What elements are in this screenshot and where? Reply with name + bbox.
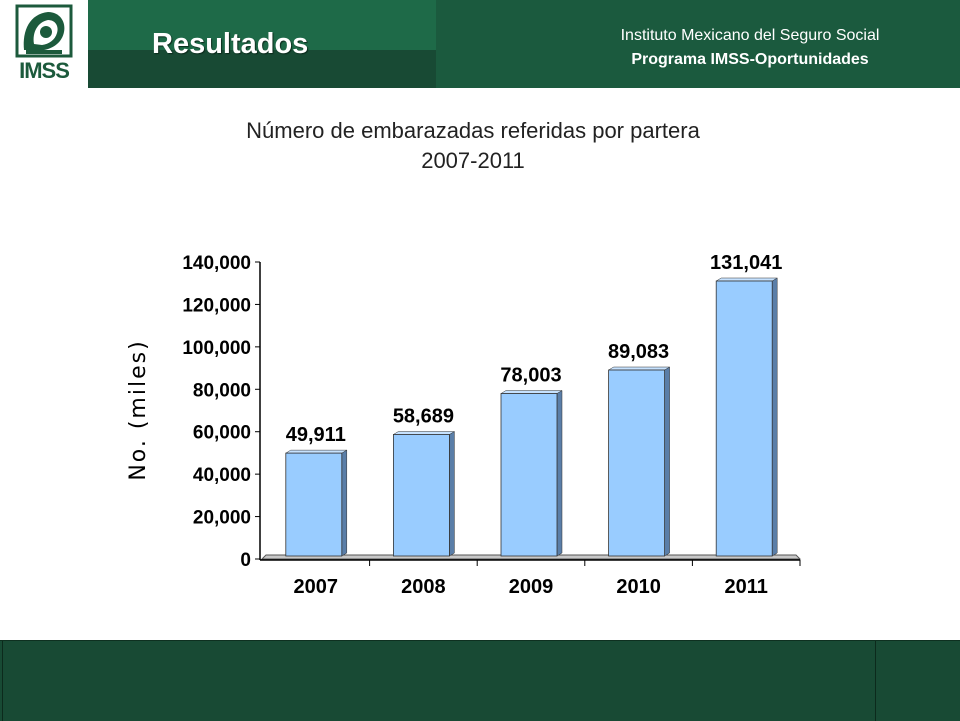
bar-top [392,431,456,435]
chart-title: Número de embarazadas referidas por part… [0,116,946,176]
bar-side [449,431,455,557]
bar-top [715,277,779,282]
bar-top [607,366,671,371]
bar [500,393,558,557]
y-tick-label: 20,000 [193,508,251,529]
x-tick-label: 2007 [294,576,339,598]
y-tick-label: 120,000 [182,295,251,316]
bar [392,434,450,557]
org-name: Instituto Mexicano del Seguro Social [620,27,880,44]
y-tick-label: 40,000 [193,465,251,486]
bar [285,452,343,557]
chart-title-line2: 2007-2011 [421,148,525,173]
footer-bar [0,640,960,721]
bar [715,280,773,557]
y-tick-label: 60,000 [193,423,251,444]
bar-top [500,390,563,394]
bar [608,369,665,557]
header-bar [0,0,960,88]
x-tick-label: 2008 [401,576,446,598]
y-tick-label: 80,000 [193,380,251,401]
header-org-panel [436,0,960,88]
y-tick-label: 0 [240,550,251,571]
logo-text: IMSS [19,58,70,83]
program-name: Programa IMSS-Oportunidades [631,51,869,68]
bar-value-label: 49,911 [286,424,346,446]
eagle-emblem-icon [15,4,73,58]
chart-title-line1: Número de embarazadas referidas por part… [246,118,700,143]
bar-side [771,277,778,557]
page-title: Resultados [152,28,309,60]
bar-chart: 0 20,000 40,000 60,000 80,000 100,000 120,000 1… [126,252,802,598]
imss-logo: IMSS [0,0,88,88]
bar-value-label: 131,041 [710,252,782,274]
x-tick-label: 2009 [509,576,554,598]
bar-top [284,449,348,454]
bar-side [341,449,348,557]
footer-panel [2,641,876,721]
y-axis-label: No. (miles) [126,339,151,480]
bar-value-label: 78,003 [500,365,561,387]
bar-value-label: 89,083 [608,341,669,363]
bar-value-label: 58,689 [393,405,454,427]
header-band [88,0,436,50]
y-tick-label: 100,000 [182,338,251,359]
bar-side [556,390,563,557]
x-tick-label: 2011 [725,576,768,598]
bar-side [664,366,670,557]
x-tick-label: 2010 [616,576,661,598]
y-tick-label: 140,000 [182,253,251,274]
